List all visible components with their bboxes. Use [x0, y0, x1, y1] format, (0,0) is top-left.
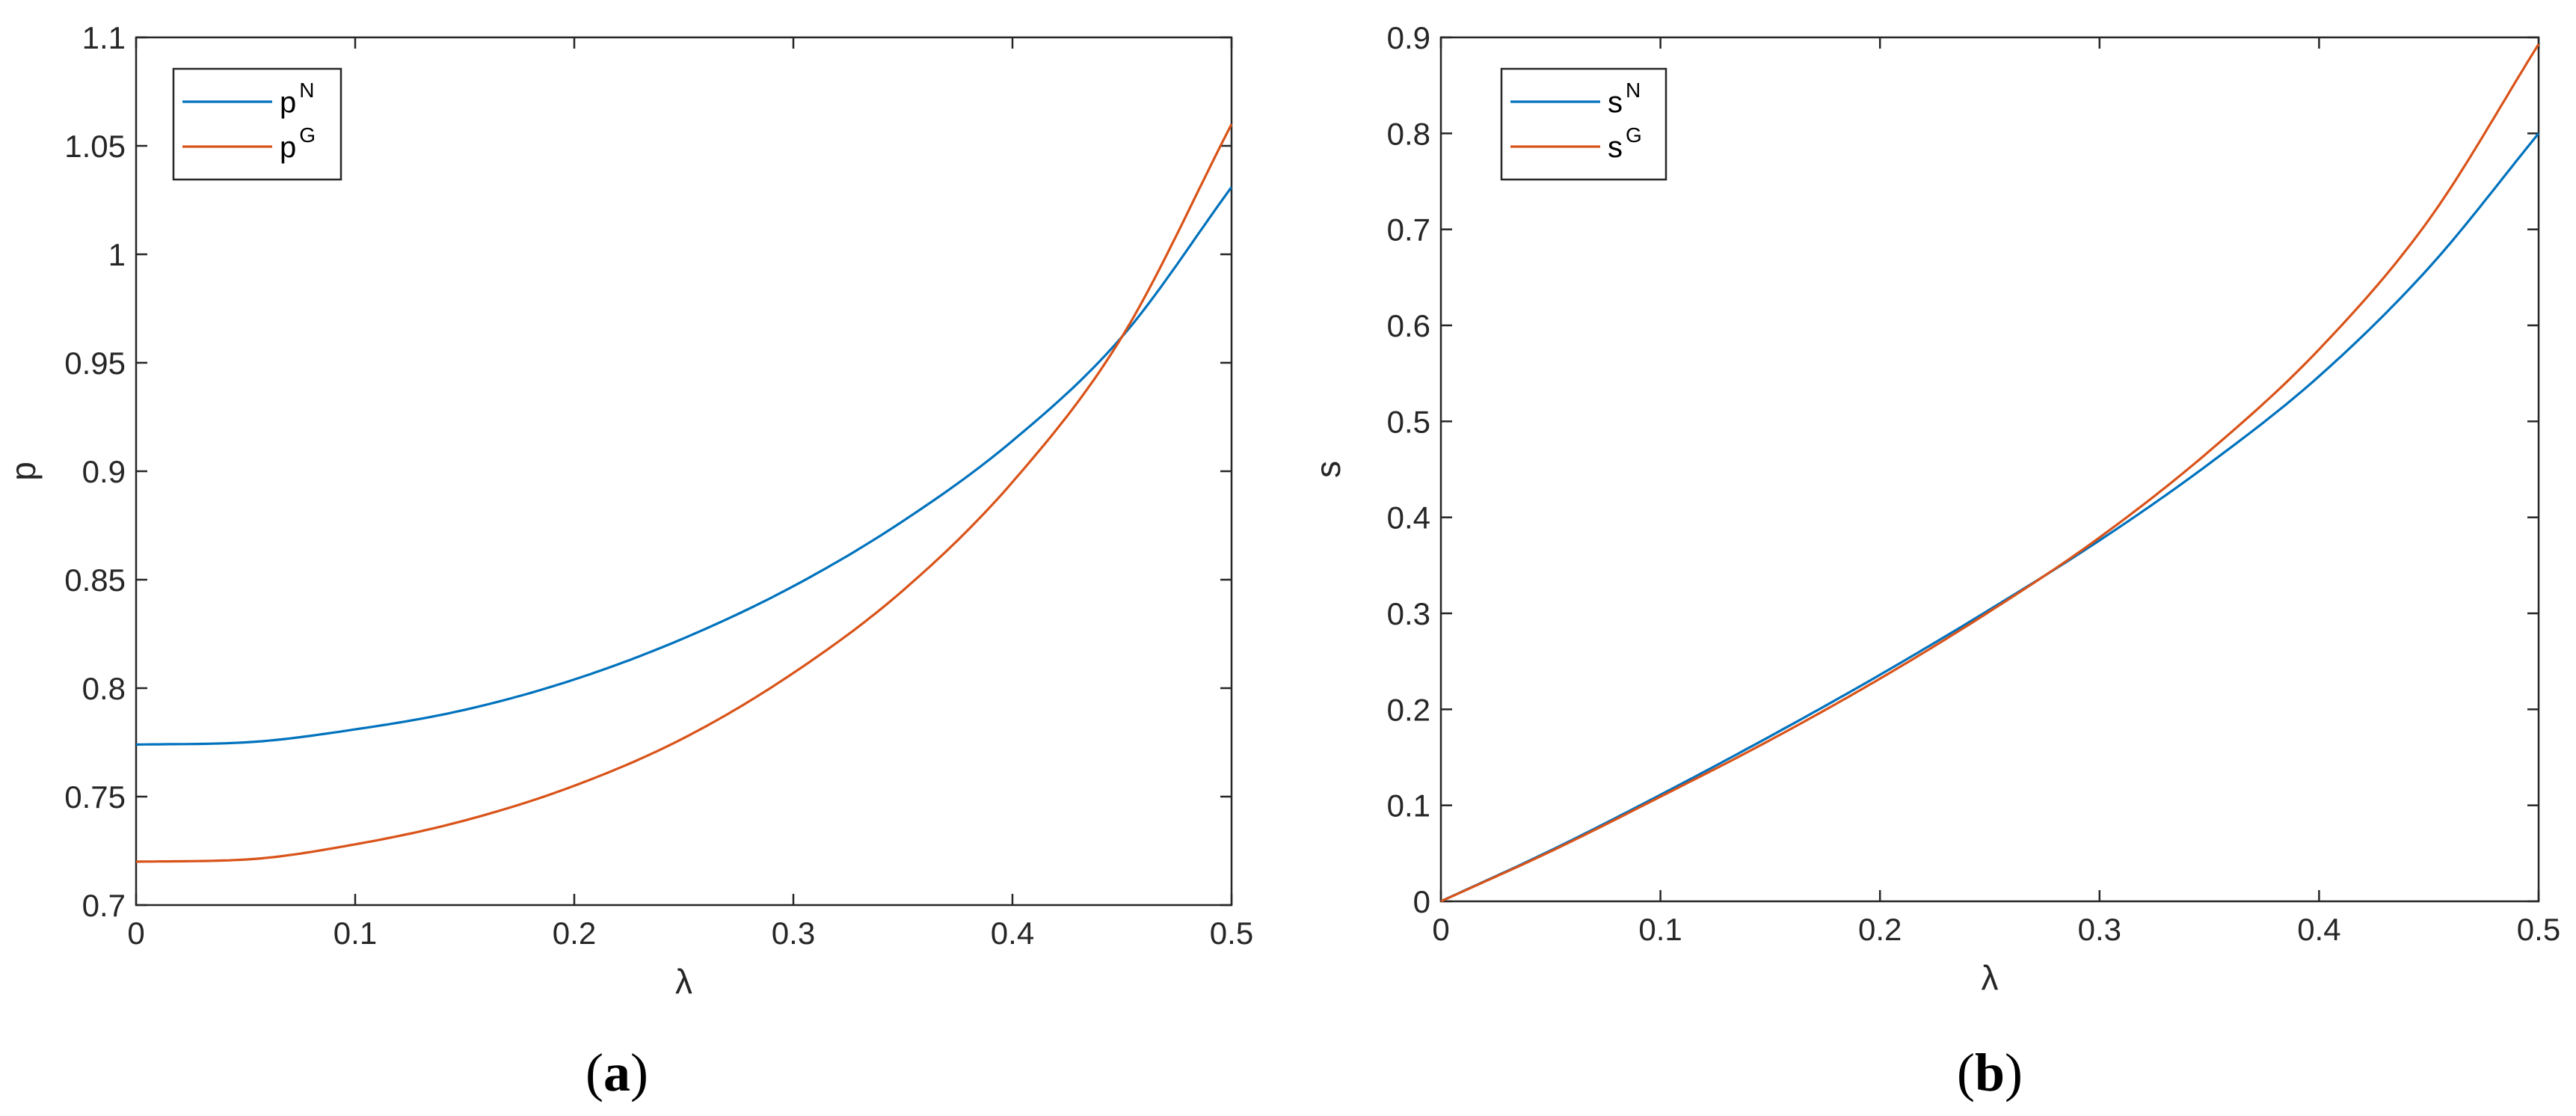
x-tick-label: 0.5: [2517, 912, 2560, 947]
x-tick-label: 0.1: [333, 916, 377, 951]
x-tick-label: 0.5: [1210, 916, 1253, 951]
legend-entry-name: p: [280, 86, 296, 119]
y-tick-label: 0.5: [1387, 404, 1430, 439]
panel-caption-open: (: [1957, 1043, 1975, 1103]
y-tick-label: 0.7: [1387, 212, 1430, 248]
y-tick-label: 0.8: [1387, 116, 1430, 151]
y-tick-label: 1: [108, 237, 126, 272]
x-tick-label: 0: [127, 916, 144, 951]
y-tick-label: 0.85: [64, 562, 126, 598]
legend-entry-name: p: [280, 131, 296, 164]
legend-entry-superscript: G: [299, 123, 316, 147]
x-tick-label: 0: [1432, 912, 1449, 947]
legend-entry-superscript: G: [1626, 123, 1642, 147]
legend-entry-name: s: [1608, 131, 1623, 164]
legend-entry-superscript: N: [1626, 79, 1641, 102]
x-axis-label: λ: [675, 962, 692, 1001]
legend: p Np G: [172, 67, 342, 181]
y-tick-label: 0.95: [64, 346, 126, 381]
panel-b: 0 0.1 0.2 0.3 0.4 0.5 0 0.1 0.2 0.3 0.4 0.5 0.6 0.7 0.…: [1309, 20, 2560, 1103]
series-line-s-N: [1440, 132, 2540, 903]
series-line-p-G: [135, 123, 1233, 863]
x-tick-label: 0.2: [553, 916, 596, 951]
y-axis-label: s: [1309, 461, 1347, 478]
x-tick-label: 0.1: [1638, 912, 1682, 947]
x-axis-label: λ: [1982, 958, 1999, 997]
x-tick-label: 0.2: [1858, 912, 1902, 947]
y-axis-label: p: [4, 462, 43, 481]
y-tick-label: 0.75: [64, 779, 126, 815]
x-tick-label: 0.4: [2297, 912, 2340, 947]
legend-entry-name: s: [1608, 86, 1623, 119]
panel-caption-close: ): [630, 1043, 648, 1103]
y-tick-label: 0.8: [82, 671, 126, 706]
series-line-p-N: [135, 186, 1233, 746]
panel-caption: (b): [1957, 1043, 2023, 1103]
legend-box: [1500, 67, 1667, 181]
y-tick-label: 0.1: [1387, 788, 1430, 824]
panel-caption-close: ): [2005, 1043, 2023, 1103]
x-tick-label: 0.3: [772, 916, 815, 951]
axes-box: [1439, 36, 2540, 903]
x-tick-label: 0.3: [2078, 912, 2121, 947]
y-tick-label: 1.05: [64, 129, 126, 164]
y-tick-label: 0: [1413, 884, 1430, 919]
y-tick-label: 0.9: [82, 454, 126, 489]
legend: s Ns G: [1500, 67, 1667, 181]
series-line-s-G: [1440, 43, 2540, 903]
axes-box: [135, 36, 1233, 907]
panel-caption-letter: a: [603, 1043, 630, 1103]
y-tick-label: 0.9: [1387, 20, 1430, 55]
y-tick-label: 0.6: [1387, 308, 1430, 343]
panel-caption: (a): [585, 1043, 648, 1103]
y-tick-label: 0.3: [1387, 596, 1430, 631]
panel-caption-letter: b: [1975, 1043, 2005, 1103]
panel-caption-open: (: [585, 1043, 603, 1103]
y-tick-label: 0.7: [82, 888, 126, 923]
y-tick-label: 1.1: [82, 20, 126, 55]
legend-box: [172, 67, 342, 181]
legend-entry-superscript: N: [299, 79, 314, 102]
panel-a: 0 0.1 0.2 0.3 0.4 0.5 0.7 0.75 0.8 0.85 0.9 0.95 1 1.…: [4, 20, 1253, 1103]
y-tick-label: 0.2: [1387, 692, 1430, 727]
x-tick-label: 0.4: [991, 916, 1034, 951]
y-tick-label: 0.4: [1387, 500, 1430, 536]
